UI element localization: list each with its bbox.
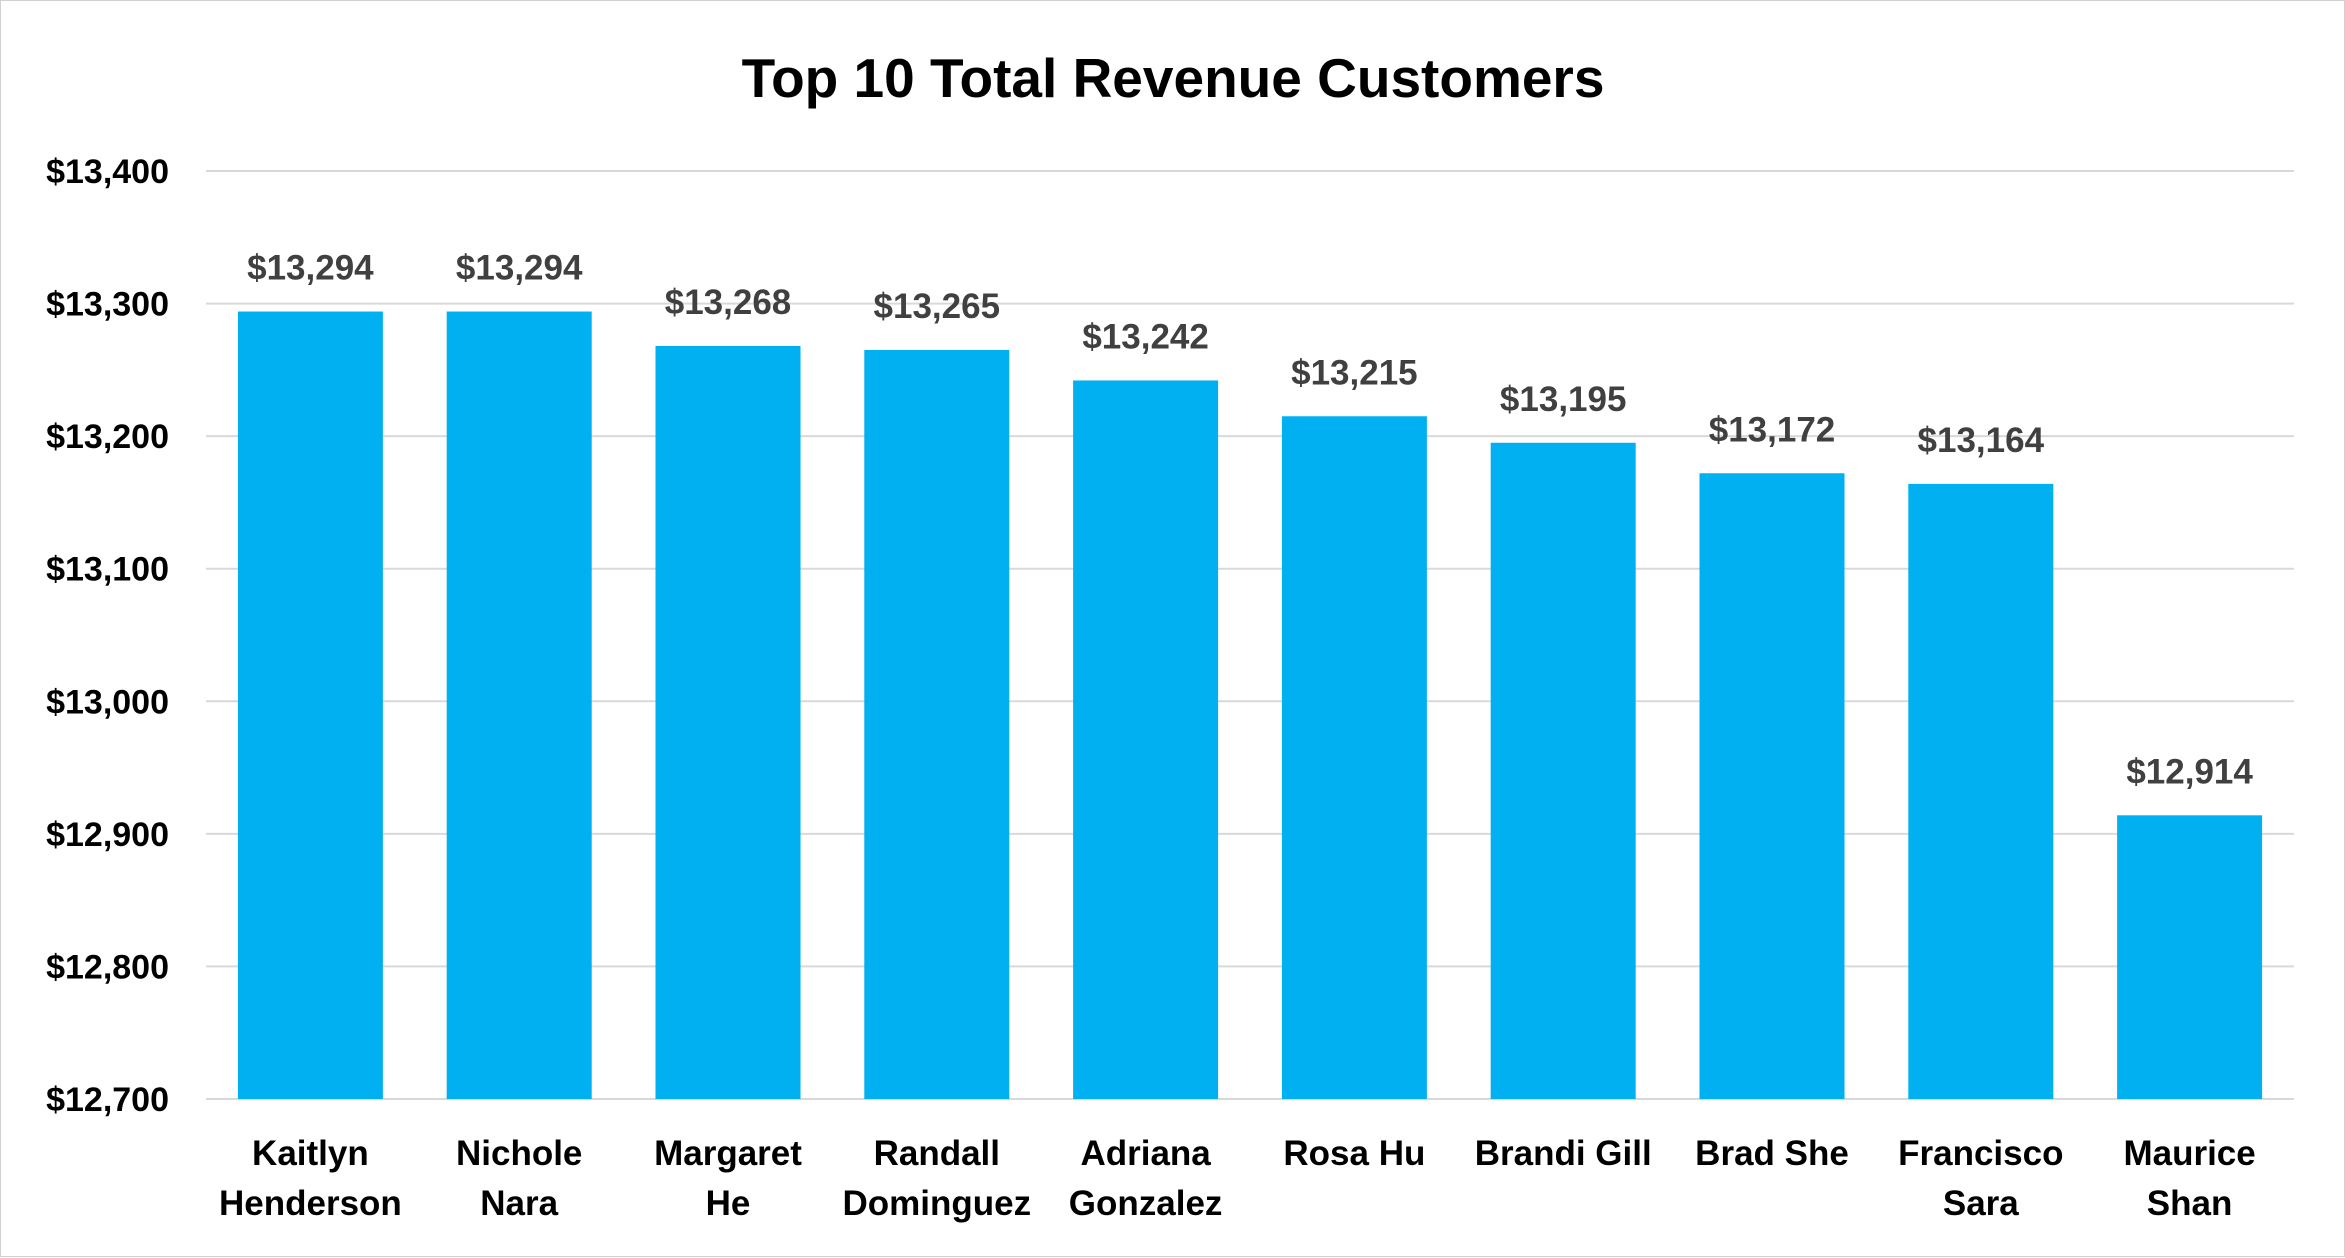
data-label: $13,172 (1709, 410, 1836, 449)
y-axis-ticks: $12,700 $12,800 $12,900 $13,000 $13,100 $13,2… (46, 153, 169, 1119)
x-tick-label: Maurice (2123, 1134, 2255, 1173)
y-tick-label: $12,900 (46, 816, 169, 854)
bar (1699, 473, 1845, 1100)
x-tick-label: Francisco (1898, 1134, 2063, 1173)
y-tick-label: $13,300 (46, 286, 169, 324)
x-tick-label: Adriana (1080, 1134, 1211, 1173)
data-label: $13,242 (1082, 317, 1209, 356)
bar (237, 311, 383, 1099)
data-label: $13,195 (1500, 380, 1627, 419)
y-tick-label: $13,000 (46, 683, 169, 721)
data-labels: $13,294 $13,294 $13,268 $13,265 $13,242 $13,2… (247, 249, 2253, 792)
bar (1490, 442, 1636, 1099)
data-label: $13,265 (874, 287, 1001, 326)
x-tick-label: Gonzalez (1069, 1184, 1223, 1223)
x-tick-label: Sara (1943, 1184, 2019, 1223)
y-tick-label: $13,100 (46, 551, 169, 589)
bars (237, 311, 2263, 1100)
x-axis-ticks: Kaitlyn Henderson Nichole Nara Margaret He Ran… (219, 1134, 2256, 1223)
data-label: $13,215 (1291, 353, 1418, 392)
x-tick-label: Henderson (219, 1184, 402, 1223)
data-label: $13,268 (665, 283, 792, 322)
bar (1073, 380, 1219, 1099)
x-tick-label: He (706, 1184, 751, 1223)
y-tick-label: $12,800 (46, 948, 169, 986)
chart-title: Top 10 Total Revenue Customers (742, 47, 1605, 109)
data-label: $13,294 (456, 249, 583, 288)
bar (1281, 416, 1427, 1099)
x-tick-label: Nara (480, 1184, 558, 1223)
x-tick-label: Brandi Gill (1475, 1134, 1652, 1173)
x-tick-label: Brad She (1695, 1134, 1849, 1173)
x-tick-label: Shan (2147, 1184, 2233, 1223)
data-label: $13,164 (1918, 421, 2045, 460)
x-tick-label: Margaret (654, 1134, 802, 1173)
x-tick-label: Randall (874, 1134, 1000, 1173)
bar (1908, 483, 2054, 1100)
y-tick-label: $12,700 (46, 1081, 169, 1119)
bar (864, 349, 1010, 1099)
bar (446, 311, 592, 1099)
data-label: $12,914 (2126, 752, 2253, 791)
x-tick-label: Kaitlyn (252, 1134, 369, 1173)
y-tick-label: $13,400 (46, 153, 169, 191)
x-tick-label: Nichole (456, 1134, 582, 1173)
x-tick-label: Dominguez (842, 1184, 1031, 1223)
y-tick-label: $13,200 (46, 418, 169, 456)
x-tick-label: Rosa Hu (1283, 1134, 1425, 1173)
bar (2117, 815, 2263, 1099)
bar (655, 345, 801, 1100)
data-label: $13,294 (247, 249, 374, 288)
